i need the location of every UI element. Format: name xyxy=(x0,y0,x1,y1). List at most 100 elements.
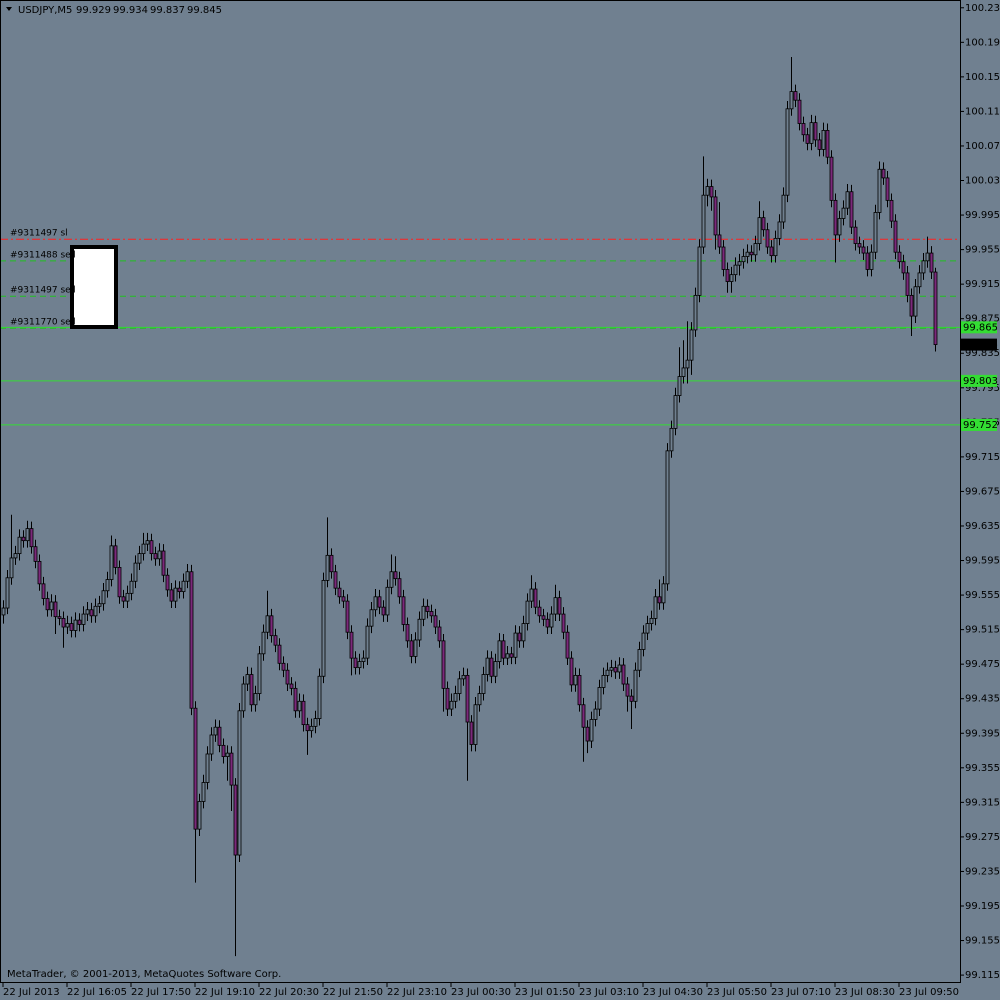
candle-body xyxy=(153,553,158,560)
candle-body xyxy=(689,329,694,361)
candle-body xyxy=(693,294,698,331)
y-tick-label: 99.435 xyxy=(965,694,1000,705)
y-tick-label: 99.395 xyxy=(965,728,1000,739)
candle-body xyxy=(109,545,114,580)
candle-body xyxy=(301,700,306,726)
y-tick-label: 99.915 xyxy=(965,279,1000,290)
y-tick-label: 99.555 xyxy=(965,590,1000,601)
candle-body xyxy=(805,134,810,144)
candle-body xyxy=(845,191,850,209)
candle-body xyxy=(469,721,474,745)
candle-body xyxy=(173,587,178,602)
candle-body xyxy=(901,261,906,274)
x-tick-label: 23 Jul 05:50 xyxy=(707,987,767,998)
candle-body xyxy=(449,700,454,710)
candle-body xyxy=(385,586,390,616)
x-tick-label: 22 Jul 17:50 xyxy=(131,987,191,998)
header-close: 99.845 xyxy=(187,5,222,16)
candle-body xyxy=(345,600,350,633)
candle-body xyxy=(325,554,330,581)
candle-body xyxy=(265,615,270,633)
candle-body xyxy=(429,611,434,617)
candle-body xyxy=(881,168,886,179)
candle-body xyxy=(65,623,70,628)
candle-body xyxy=(41,583,46,599)
candle-body xyxy=(85,609,90,615)
x-tick-label: 23 Jul 04:30 xyxy=(643,987,703,998)
candle-body xyxy=(261,631,266,655)
y-tick-label: 99.955 xyxy=(965,245,1000,256)
candle-body xyxy=(537,606,542,617)
candle-body xyxy=(177,587,182,593)
candle-body xyxy=(501,640,506,659)
candle-body xyxy=(9,557,14,579)
candle-body xyxy=(125,592,130,602)
candle-body xyxy=(369,609,374,627)
candle-body xyxy=(749,251,754,256)
candle-body xyxy=(557,597,562,615)
candle-body xyxy=(457,678,462,694)
menu-icon[interactable] xyxy=(6,7,12,11)
candle-body xyxy=(773,237,778,257)
candle-body xyxy=(581,704,586,728)
candle-body xyxy=(269,615,274,637)
order-label: #9311488 sell xyxy=(10,250,76,260)
candle-body xyxy=(257,653,262,694)
candle-body xyxy=(837,218,842,236)
candle-body xyxy=(585,726,590,742)
candle-body xyxy=(917,272,922,288)
candle-body xyxy=(797,99,802,124)
candle-body xyxy=(229,752,234,786)
candle-body xyxy=(813,122,818,141)
candle-body xyxy=(477,693,482,706)
candle-body xyxy=(729,274,734,282)
level-tag-label: 99.752 xyxy=(963,420,998,431)
x-tick-label: 23 Jul 00:30 xyxy=(451,987,511,998)
candle-body xyxy=(741,256,746,263)
candle-body xyxy=(245,674,250,685)
candle-body xyxy=(209,734,214,755)
candle-body xyxy=(253,693,258,706)
candle-body xyxy=(861,246,866,254)
y-tick-label: 99.355 xyxy=(965,763,1000,774)
candle-body xyxy=(221,744,226,757)
candle-body xyxy=(549,613,554,628)
x-tick-label: 22 Jul 19:10 xyxy=(195,987,255,998)
candle-body xyxy=(349,631,354,659)
candle-body xyxy=(661,583,666,604)
candle-body xyxy=(433,615,438,628)
candle-body xyxy=(25,528,30,542)
candle-body xyxy=(13,553,18,559)
y-tick-label: 99.795 xyxy=(965,383,1000,394)
y-tick-label: 99.155 xyxy=(965,936,1000,947)
candle-body xyxy=(285,669,290,685)
candle-body xyxy=(425,605,430,612)
candle-body xyxy=(1,607,6,616)
y-tick-label: 99.675 xyxy=(965,486,1000,497)
candle-body xyxy=(525,600,530,624)
candle-body xyxy=(725,269,730,282)
x-tick-label: 22 Jul 21:50 xyxy=(323,987,383,998)
candle-body xyxy=(289,683,294,689)
candle-body xyxy=(377,596,382,608)
y-tick-label: 100.075 xyxy=(965,141,1000,152)
candle-body xyxy=(785,108,790,196)
symbol: USDJPY,M5 xyxy=(18,5,72,16)
candle-body xyxy=(761,217,766,231)
candle-body xyxy=(545,618,550,628)
candle-body xyxy=(521,623,526,642)
candle-body xyxy=(489,657,494,677)
y-tick-label: 100.035 xyxy=(965,176,1000,187)
candle-body xyxy=(709,186,714,198)
y-tick-label: 99.715 xyxy=(965,452,1000,463)
candle-body xyxy=(529,588,534,602)
candle-body xyxy=(101,590,106,605)
candle-body xyxy=(817,139,822,150)
rectangle-object[interactable] xyxy=(70,245,118,329)
y-tick-label: 100.235 xyxy=(965,3,1000,14)
candle-body xyxy=(293,687,298,712)
candle-body xyxy=(373,596,378,611)
candle-body xyxy=(621,664,626,685)
candle-body xyxy=(61,617,66,628)
